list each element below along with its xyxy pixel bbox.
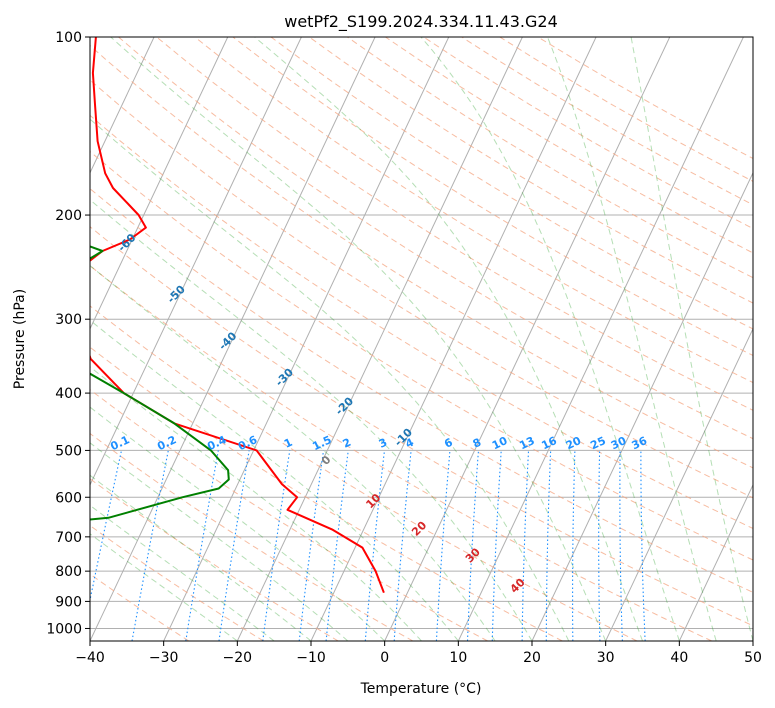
dry-adiabat-line — [90, 305, 638, 641]
dry-adiabat-line — [90, 573, 190, 641]
mixing-ratio-label: 13 — [517, 434, 536, 452]
x-tick-label: 20 — [523, 650, 541, 666]
mixing-ratio-line — [218, 450, 250, 641]
dry-adiabat-line — [90, 44, 753, 469]
y-tick-label: 200 — [55, 208, 82, 224]
isotherm-gridline — [90, 37, 155, 174]
moist-adiabat-line — [90, 504, 275, 641]
isotherm-gridline — [457, 37, 744, 641]
moist-adiabat-line — [90, 406, 386, 641]
mixing-ratio-line — [262, 450, 291, 641]
dry-adiabats — [90, 37, 753, 641]
axes-ticks: −40 −30 −20 −10 0 10 20 30 40 50 100 200 300 400 500 60… — [46, 30, 762, 666]
dry-adiabat-line — [90, 265, 712, 641]
dry-adiabat-line — [90, 389, 488, 641]
moist-adiabat-line — [90, 319, 459, 641]
isotherm-gridline — [678, 483, 753, 641]
x-tick-label: 50 — [744, 650, 762, 666]
dry-adiabat-line — [90, 478, 339, 641]
mixing-ratio-line — [185, 450, 219, 641]
moist-adiabat-line — [90, 442, 349, 641]
mixing-ratio-label: 36 — [630, 434, 650, 452]
moist-adiabat-line — [90, 366, 422, 641]
isotherm-gridline — [90, 37, 229, 331]
y-tick-label: 600 — [55, 490, 82, 506]
mixing-ratio-label: 25 — [588, 434, 607, 452]
dry-adiabat-line — [90, 432, 414, 641]
y-tick-label: 300 — [55, 312, 82, 328]
moist-adiabat-line — [420, 37, 680, 641]
moist-adiabat-line — [90, 199, 533, 641]
mixing-ratio-line — [325, 450, 349, 641]
dry-adiabat-line — [232, 37, 753, 357]
moist-adiabat-line — [90, 118, 570, 641]
x-tick-label: 30 — [597, 650, 615, 666]
plot-area: 0.10.20.40.611.52346810131620253036-100-… — [90, 37, 753, 641]
x-tick-label: −30 — [149, 650, 179, 666]
x-tick-label: −10 — [296, 650, 326, 666]
dry-adiabat-line — [90, 79, 753, 499]
mixing-ratio-line — [298, 450, 325, 641]
dry-adiabat-line — [194, 37, 753, 384]
y-tick-label: 500 — [55, 443, 82, 459]
mixing-ratio-label: 16 — [540, 434, 560, 452]
dry-adiabat-line — [90, 226, 753, 627]
x-tick-label: −40 — [75, 650, 105, 666]
profile-line — [90, 37, 385, 594]
moist-adiabat-line — [90, 264, 496, 641]
dry-adiabat-line — [90, 346, 563, 641]
moist-adiabat-line — [547, 37, 717, 641]
y-axis-label: Pressure (hPa) — [12, 289, 28, 389]
moist-adiabat-line — [254, 37, 643, 641]
moist-adiabat-line — [110, 37, 607, 641]
x-tick-label: 10 — [449, 650, 467, 666]
profile-series — [90, 37, 385, 594]
isotherm-gridline — [90, 37, 302, 487]
isotherm-gridline — [384, 37, 671, 641]
y-tick-label: 900 — [55, 594, 82, 610]
y-tick-label: 800 — [55, 564, 82, 580]
y-tick-label: 400 — [55, 386, 82, 402]
chart-title: wetPf2_S199.2024.334.11.43.G24 — [284, 12, 558, 32]
mixing-ratio-line — [364, 450, 386, 641]
isotherm-gridline — [236, 37, 523, 641]
moist-adiabats — [90, 37, 753, 641]
y-tick-label: 1000 — [46, 621, 82, 637]
profile-line — [90, 245, 230, 521]
x-tick-label: −20 — [223, 650, 253, 666]
x-tick-label: 0 — [380, 650, 389, 666]
isotherm-gridline — [163, 37, 450, 641]
y-tick-label: 700 — [55, 530, 82, 546]
x-tick-label: 40 — [670, 650, 688, 666]
moist-adiabat-line — [90, 533, 238, 641]
mixing-ratio-label: 10 — [490, 434, 510, 452]
x-axis-label: Temperature (°C) — [360, 681, 482, 697]
isotherm-gridline — [531, 171, 753, 641]
moist-adiabat-line — [630, 37, 753, 641]
dry-adiabat-line — [90, 114, 753, 530]
isotherm-gridline — [90, 37, 376, 641]
mixing-ratio-label: 20 — [564, 434, 584, 452]
y-tick-label: 100 — [55, 30, 82, 46]
mixing-ratio-lines — [90, 450, 646, 641]
skewed-isotherm-gridlines — [90, 37, 753, 641]
isotherm-gridline — [605, 327, 753, 641]
mixing-ratio-label: 30 — [609, 434, 629, 452]
plot-frame — [89, 36, 754, 642]
